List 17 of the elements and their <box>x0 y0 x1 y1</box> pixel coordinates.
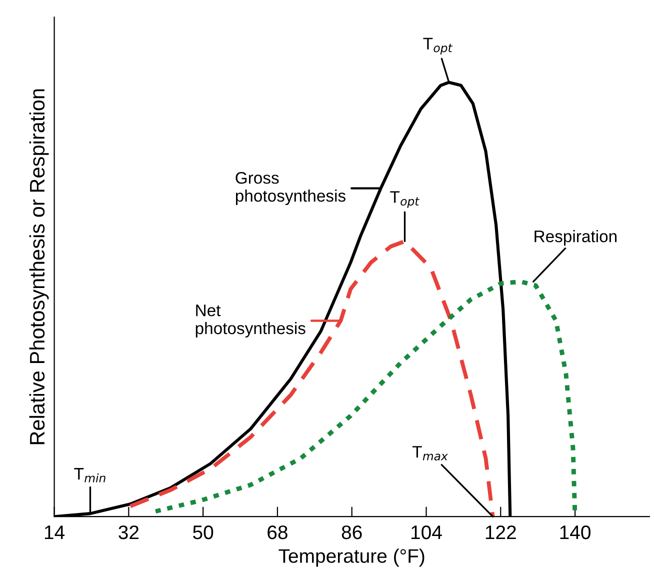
text: Respiration <box>534 230 617 246</box>
legend-label: Gross photosynthesis <box>236 172 346 206</box>
y-axis-title: Relative Photosynthesis or Respiration <box>29 89 49 444</box>
annotation: T$_{opt}$ <box>390 191 420 208</box>
x-tick-label: 104 <box>412 525 442 540</box>
x-axis-title: Temperature (°F) <box>278 548 424 567</box>
annotation: T$_{min}$ <box>74 468 106 482</box>
x-tick-label: 50 <box>193 525 214 540</box>
x-tick-label: 86 <box>342 525 362 540</box>
x-tick-label: 32 <box>118 525 139 540</box>
annotation: T$_{opt}$ <box>423 38 453 55</box>
x-tick-label: 122 <box>486 525 516 540</box>
legend-label: Net photosynthesis <box>196 304 306 338</box>
annotation: T$_{max}$ <box>412 446 448 460</box>
x-tick-label: 68 <box>268 525 288 540</box>
x-tick-label: 140 <box>560 525 590 540</box>
x-tick-label: 14 <box>44 526 65 540</box>
